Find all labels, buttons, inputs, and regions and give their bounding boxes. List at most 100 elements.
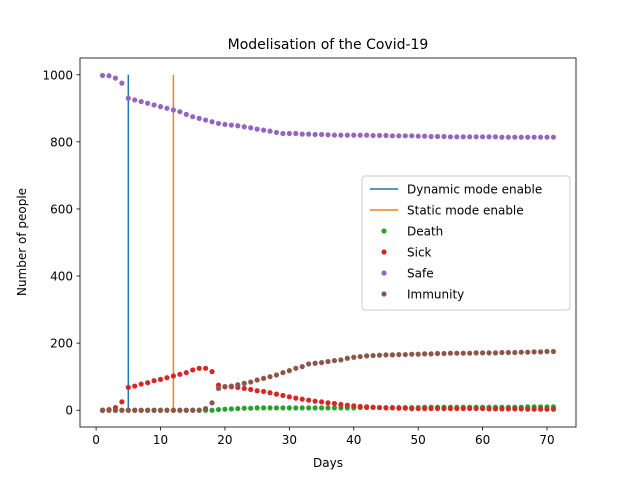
sick-point <box>518 406 524 412</box>
sick-point <box>428 405 434 412</box>
legend: Dynamic mode enable Static mode enable Dea… <box>361 175 571 311</box>
immunity-point <box>241 380 247 386</box>
safe-point <box>409 133 415 139</box>
immunity-point <box>537 349 544 355</box>
immunity-point <box>479 350 486 356</box>
safe-point <box>544 134 550 140</box>
sick-point <box>434 405 441 412</box>
immunity-point <box>550 348 557 355</box>
safe-point <box>112 75 119 81</box>
sick-point <box>325 400 331 406</box>
sick-point <box>312 398 318 404</box>
legend-label-immunity: Immunity <box>407 288 464 302</box>
safe-point <box>106 73 112 79</box>
sick-point <box>306 397 312 403</box>
death-point <box>222 406 228 412</box>
sick-point <box>241 385 247 392</box>
sick-point <box>370 404 376 410</box>
legend-label-dynamic-mode-enable: Dynamic mode enable <box>407 183 542 197</box>
immunity-point <box>267 374 273 380</box>
immunity-point <box>106 407 112 413</box>
immunity-point <box>505 349 511 356</box>
immunity-point <box>157 407 164 413</box>
immunity-point <box>286 368 292 374</box>
sick-point <box>248 386 254 393</box>
death-point <box>254 405 260 411</box>
sick-point <box>286 394 292 400</box>
safe-point <box>222 121 228 128</box>
sick-point <box>299 396 305 402</box>
safe-point <box>299 131 305 137</box>
sick-point <box>376 404 383 411</box>
safe-point <box>125 95 131 101</box>
safe-point <box>415 133 421 139</box>
chart-title: Modelisation of the Covid-19 <box>228 37 429 53</box>
immunity-point <box>518 349 524 355</box>
y-tick-label: 0 <box>65 404 73 418</box>
safe-point <box>364 132 370 138</box>
death-point <box>331 405 338 411</box>
legend-label-static-mode-enable: Static mode enable <box>407 204 524 218</box>
death-point <box>293 405 299 411</box>
sick-point <box>454 405 460 412</box>
sick-point <box>293 395 299 401</box>
sick-point <box>138 381 144 387</box>
death-point <box>286 405 292 411</box>
safe-point <box>99 72 106 79</box>
sick-point <box>544 406 550 412</box>
safe-point <box>492 134 499 140</box>
immunity-point <box>235 382 241 388</box>
safe-point <box>145 100 151 106</box>
sick-point <box>422 405 428 412</box>
immunity-point <box>499 349 505 356</box>
safe-point <box>531 134 537 140</box>
immunity-point <box>299 364 305 370</box>
sick-point <box>415 405 421 412</box>
safe-point <box>518 134 524 140</box>
sick-point <box>492 406 499 412</box>
immunity-point <box>460 350 466 356</box>
sick-point <box>525 406 531 412</box>
immunity-point <box>370 352 376 359</box>
sick-point <box>280 392 286 399</box>
sick-point <box>344 402 350 408</box>
x-axis-title: Days <box>313 456 343 470</box>
x-tick-label: 60 <box>475 433 490 447</box>
sick-point <box>486 406 492 412</box>
safe-point <box>370 132 376 139</box>
sick-point <box>460 405 466 412</box>
immunity-point <box>209 400 215 406</box>
sick-point <box>177 371 183 377</box>
death-point <box>280 405 286 411</box>
immunity-point <box>228 383 234 389</box>
legend-swatch-sick <box>381 249 387 255</box>
safe-point <box>454 134 460 140</box>
immunity-point <box>376 352 383 358</box>
safe-point <box>505 134 511 140</box>
sick-point <box>119 399 125 405</box>
axes: 0 10 20 30 40 50 60 70 0 200 400 600 800 1000 <box>42 57 577 447</box>
y-tick-label: 400 <box>50 270 73 284</box>
immunity-point <box>492 350 499 356</box>
x-tick-label: 70 <box>539 433 554 447</box>
safe-point <box>434 133 441 140</box>
death-point <box>273 405 280 411</box>
immunity-point <box>344 355 350 361</box>
y-tick-label: 1000 <box>42 68 73 82</box>
safe-point <box>389 133 396 139</box>
immunity-point <box>454 350 460 356</box>
sick-point <box>512 406 518 412</box>
safe-point <box>473 134 479 140</box>
safe-point <box>512 134 518 140</box>
immunity-point <box>467 350 473 356</box>
sick-point <box>467 405 473 412</box>
immunity-point <box>196 407 202 413</box>
legend-label-death: Death <box>407 225 443 239</box>
safe-point <box>357 132 363 138</box>
sick-point <box>441 405 447 412</box>
death-point <box>260 405 267 411</box>
safe-point <box>479 134 486 140</box>
immunity-point <box>254 377 260 383</box>
immunity-point <box>486 350 492 356</box>
immunity-point <box>215 385 222 392</box>
